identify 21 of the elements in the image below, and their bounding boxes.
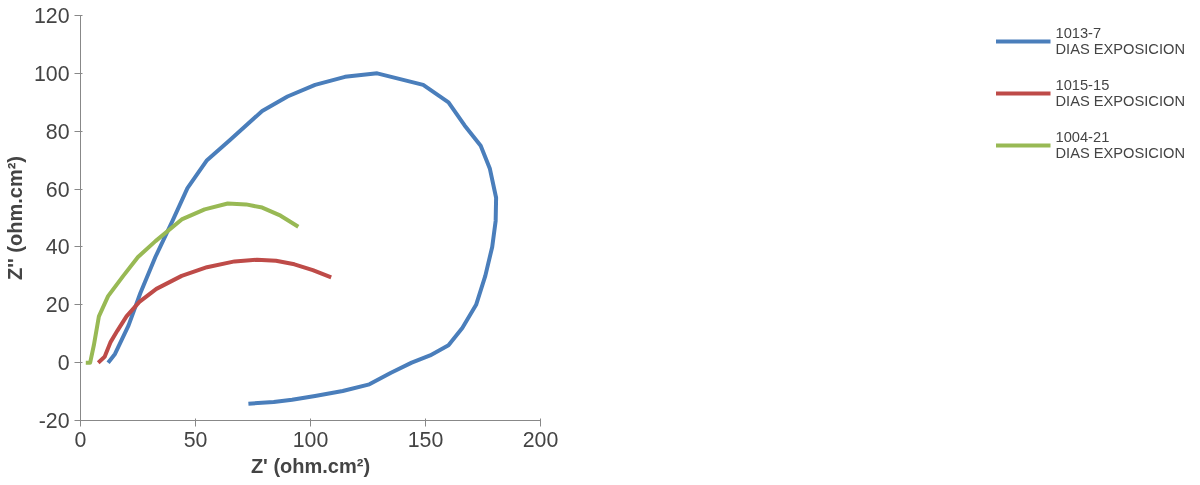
line-series	[106, 71, 499, 406]
x-tick-label: 100	[292, 427, 329, 452]
y-tick-label: 0	[57, 351, 70, 376]
x-tick-label: 0	[74, 427, 87, 452]
line-series	[96, 257, 334, 365]
legend-label: 1013-7 DIAS EXPOSICION	[1055, 25, 1185, 57]
legend-label: 1004-21 DIAS EXPOSICION	[1055, 129, 1185, 161]
y-axis-title: Z'' (ohm.cm²)	[3, 156, 26, 280]
y-tick-label: 20	[45, 293, 70, 318]
x-tick-label: 150	[407, 427, 444, 452]
y-tick-label: -20	[38, 409, 70, 433]
legend-label: 1015-15 DIAS EXPOSICION	[1055, 77, 1185, 109]
y-tick-label: 80	[45, 119, 70, 144]
y-tick-label: 40	[45, 235, 70, 260]
y-tick-label: 120	[33, 4, 70, 28]
x-axis-title: Z' (ohm.cm²)	[250, 454, 371, 477]
x-tick-label: 50	[183, 427, 208, 452]
y-tick-label: 60	[45, 177, 70, 202]
y-tick-label: 100	[33, 61, 70, 86]
x-tick-label: 200	[522, 427, 559, 452]
line-series	[83, 201, 301, 365]
